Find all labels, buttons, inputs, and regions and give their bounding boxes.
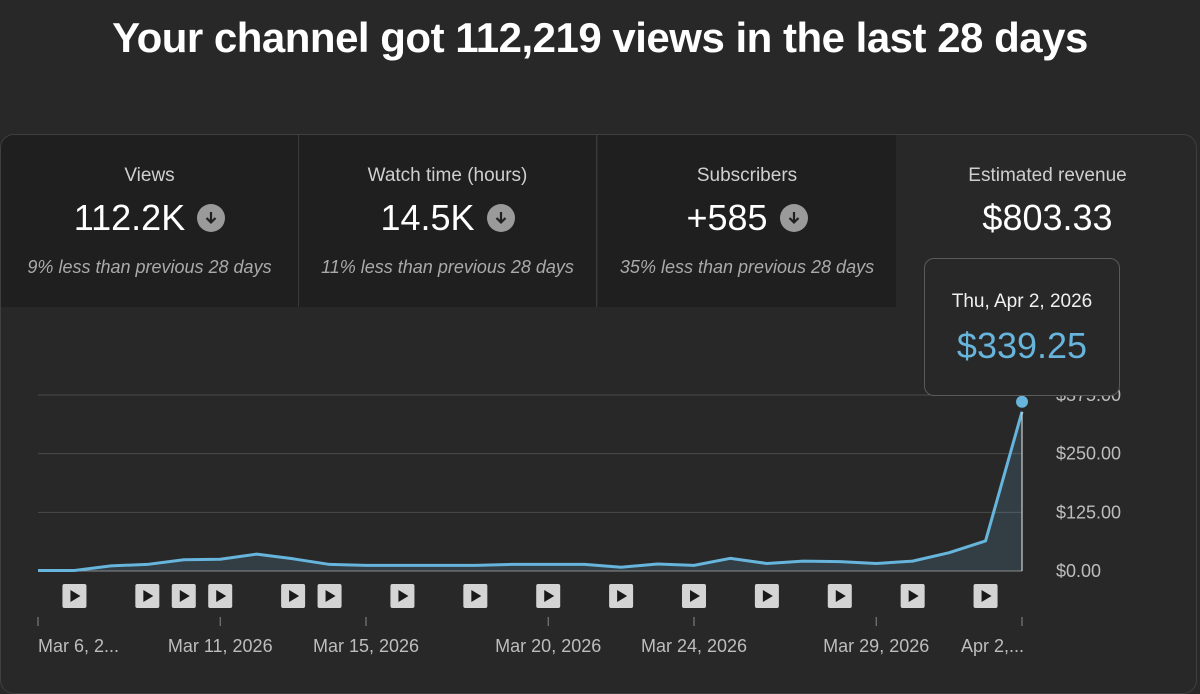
play-icon <box>617 590 628 602</box>
play-icon <box>690 590 700 602</box>
metric-value: 14.5K <box>380 197 475 238</box>
play-icon <box>762 590 773 602</box>
metric-tab-watch-time[interactable]: Watch time (hours) 14.5K 11% less than p… <box>299 135 597 307</box>
tooltip-value: $339.25 <box>956 325 1088 366</box>
x-tick-label: Mar 29, 2026 <box>823 636 929 656</box>
metric-value: $803.33 <box>982 197 1113 238</box>
metric-tab-subscribers[interactable]: Subscribers +585 35% less than previous … <box>598 135 896 307</box>
highlight-point <box>1016 395 1028 408</box>
play-icon <box>398 590 409 602</box>
metric-label: Subscribers <box>696 165 798 186</box>
play-icon <box>70 590 81 602</box>
play-icon <box>908 590 919 602</box>
metric-label: Watch time (hours) <box>367 165 528 186</box>
y-tick-label: $250.00 <box>1056 444 1121 464</box>
play-icon <box>835 590 846 602</box>
metric-label: Views <box>124 165 175 186</box>
metric-comparison: 35% less than previous 28 days <box>619 257 875 277</box>
play-icon <box>544 590 555 602</box>
arrow-down-icon <box>779 204 808 232</box>
x-tick-label: Mar 11, 2026 <box>168 636 273 656</box>
tooltip-date: Thu, Apr 2, 2026 <box>951 291 1093 312</box>
metric-tab-revenue[interactable]: Estimated revenue $803.33 <box>897 135 1196 307</box>
x-tick-label: Mar 6, 2... <box>38 636 119 656</box>
play-icon <box>216 590 227 602</box>
metric-tab-views[interactable]: Views 112.2K 9% less than previous 28 da… <box>1 135 299 307</box>
arrow-down-icon <box>197 204 226 232</box>
play-icon <box>471 590 482 602</box>
x-tick-label: Mar 24, 2026 <box>641 636 747 656</box>
play-icon <box>325 590 336 602</box>
x-tick-label: Mar 15, 2026 <box>313 636 419 656</box>
x-tick-label: Apr 2,... <box>961 636 1024 656</box>
revenue-area <box>38 411 1022 571</box>
metric-value: 112.2K <box>73 197 186 238</box>
play-icon <box>179 590 190 602</box>
x-tick-label: Mar 20, 2026 <box>495 636 601 656</box>
metric-comparison: 11% less than previous 28 days <box>321 257 574 277</box>
play-icon <box>981 590 992 602</box>
play-icon <box>289 590 300 602</box>
page-headline: Your channel got 112,219 views in the la… <box>112 14 1088 61</box>
y-tick-label: $125.00 <box>1056 502 1121 522</box>
arrow-down-icon <box>486 204 515 232</box>
chart-tooltip: Thu, Apr 2, 2026 $339.25 <box>924 258 1120 396</box>
analytics-card: Views 112.2K 9% less than previous 28 da… <box>0 134 1197 694</box>
metric-comparison: 9% less than previous 28 days <box>27 257 272 277</box>
revenue-line <box>38 411 1024 573</box>
y-tick-label: $0.00 <box>1056 561 1101 581</box>
play-icon <box>143 590 154 602</box>
metric-value: +585 <box>686 197 768 238</box>
metric-label: Estimated revenue <box>968 165 1127 186</box>
